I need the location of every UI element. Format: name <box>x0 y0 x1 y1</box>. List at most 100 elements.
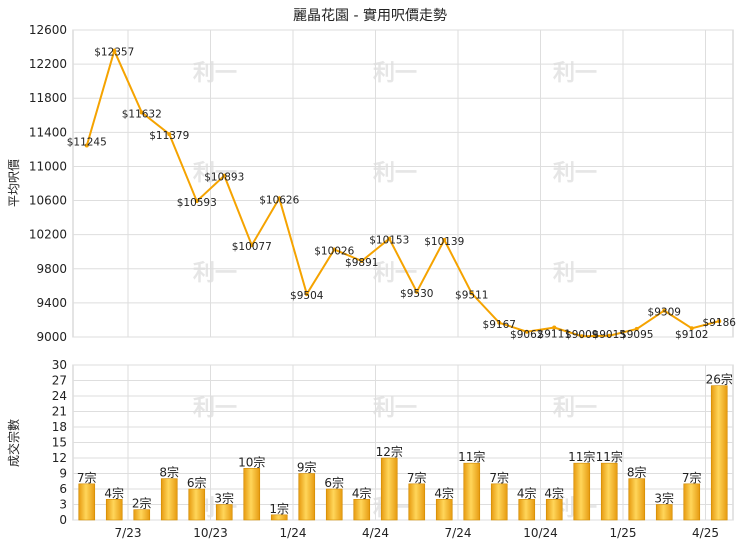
volume-data-label: 8宗 <box>627 465 647 480</box>
watermark-text: 利一 <box>373 161 417 186</box>
volume-bar <box>683 483 701 521</box>
watermark-text: 利一 <box>373 61 417 86</box>
y-tick-label: 10600 <box>29 194 67 208</box>
volume-data-label: 6宗 <box>187 475 207 490</box>
chart-title: 麗晶花園 - 實用呎價走勢 <box>293 7 447 24</box>
volume-bar <box>628 478 646 521</box>
price-data-label: $9062 <box>510 329 543 341</box>
price-point <box>469 291 474 296</box>
volume-bar <box>243 468 261 521</box>
volume-bar <box>710 385 728 521</box>
volume-y-axis-label: 成交宗數 <box>6 419 21 467</box>
price-data-label: $10593 <box>177 197 217 209</box>
price-point <box>194 199 199 204</box>
price-data-label: $10626 <box>259 194 299 206</box>
y-tick-label: 12 <box>52 451 67 465</box>
volume-data-label: 3宗 <box>654 491 674 506</box>
volume-bar <box>325 488 343 521</box>
volume-data-label: 4宗 <box>517 485 537 500</box>
watermark-text: 利一 <box>193 261 237 286</box>
y-tick-label: 9800 <box>36 262 67 276</box>
volume-bar <box>105 499 123 521</box>
watermark-text: 利一 <box>553 161 597 186</box>
price-data-label: $10153 <box>369 235 409 247</box>
volume-bar <box>380 457 398 521</box>
volume-data-label: 11宗 <box>458 449 485 464</box>
volume-data-label: 7宗 <box>489 470 509 485</box>
watermark-text: 利一 <box>553 61 597 86</box>
volume-data-label: 10宗 <box>238 454 265 469</box>
volume-bar <box>435 499 453 521</box>
volume-bar <box>655 504 673 521</box>
volume-data-label: 1宗 <box>269 501 289 516</box>
x-tick-label: 1/24 <box>280 526 307 540</box>
volume-bar-panel: 利一利一利一利一利一利一0369121518212427307/2310/231… <box>52 358 734 540</box>
x-tick-label: 4/25 <box>692 526 719 540</box>
price-data-label: $9186 <box>703 317 737 329</box>
price-point <box>552 325 557 330</box>
price-data-label: $12357 <box>94 47 134 59</box>
watermark-text: 利一 <box>193 161 237 186</box>
volume-data-label: 11宗 <box>596 449 623 464</box>
price-point <box>717 319 722 324</box>
y-tick-label: 30 <box>52 358 67 372</box>
volume-bar <box>600 462 618 521</box>
price-point <box>579 334 584 339</box>
price-point <box>387 236 392 241</box>
y-tick-label: 9 <box>59 467 67 481</box>
price-data-label: $10893 <box>204 172 244 184</box>
price-point <box>249 243 254 248</box>
price-data-label: $9167 <box>483 319 516 331</box>
price-y-axis-label: 平均呎價 <box>7 159 21 207</box>
volume-data-label: 4宗 <box>434 485 454 500</box>
x-tick-label: 10/24 <box>523 526 558 540</box>
y-tick-label: 27 <box>52 374 67 388</box>
price-data-label: $9009 <box>565 329 598 341</box>
volume-bar <box>215 504 233 521</box>
price-data-label: $9504 <box>290 290 324 302</box>
volume-data-label: 4宗 <box>352 485 372 500</box>
volume-data-label: 26宗 <box>706 372 733 387</box>
volume-data-label: 2宗 <box>132 496 152 511</box>
price-point <box>139 110 144 115</box>
y-tick-label: 0 <box>59 513 67 527</box>
price-point <box>332 247 337 252</box>
volume-data-label: 4宗 <box>544 485 564 500</box>
price-data-label: $9102 <box>675 329 708 341</box>
volume-data-label: 11宗 <box>568 449 595 464</box>
price-point <box>607 333 612 338</box>
volume-data-label: 4宗 <box>104 485 124 500</box>
x-tick-label: 7/23 <box>115 526 142 540</box>
price-data-label: $9891 <box>345 257 378 269</box>
price-point <box>662 308 667 313</box>
y-tick-label: 10200 <box>29 228 67 242</box>
y-tick-label: 24 <box>52 389 67 403</box>
watermark-text: 利一 <box>553 396 597 421</box>
volume-bar <box>408 483 426 521</box>
price-data-label: $9530 <box>400 288 433 300</box>
price-point <box>414 289 419 294</box>
price-data-label: $9111 <box>538 329 571 341</box>
y-tick-label: 9000 <box>36 330 67 344</box>
y-tick-label: 9400 <box>36 296 67 310</box>
price-data-label: $10139 <box>424 236 464 248</box>
watermark-text: 利一 <box>193 61 237 86</box>
price-data-label: $11245 <box>67 137 107 149</box>
volume-bar <box>490 483 508 521</box>
watermark-text: 利一 <box>373 261 417 286</box>
y-tick-label: 15 <box>52 436 67 450</box>
volume-bar <box>160 478 178 521</box>
volume-data-label: 7宗 <box>407 470 427 485</box>
price-point <box>634 326 639 331</box>
volume-bar <box>545 499 563 521</box>
price-data-label: $9095 <box>620 329 653 341</box>
price-data-label: $11379 <box>149 130 189 142</box>
volume-bar <box>353 499 371 521</box>
price-data-label: $11632 <box>122 109 162 121</box>
y-tick-label: 11800 <box>29 91 67 105</box>
watermark-text: 利一 <box>553 261 597 286</box>
volume-data-label: 7宗 <box>77 470 97 485</box>
price-point <box>277 196 282 201</box>
